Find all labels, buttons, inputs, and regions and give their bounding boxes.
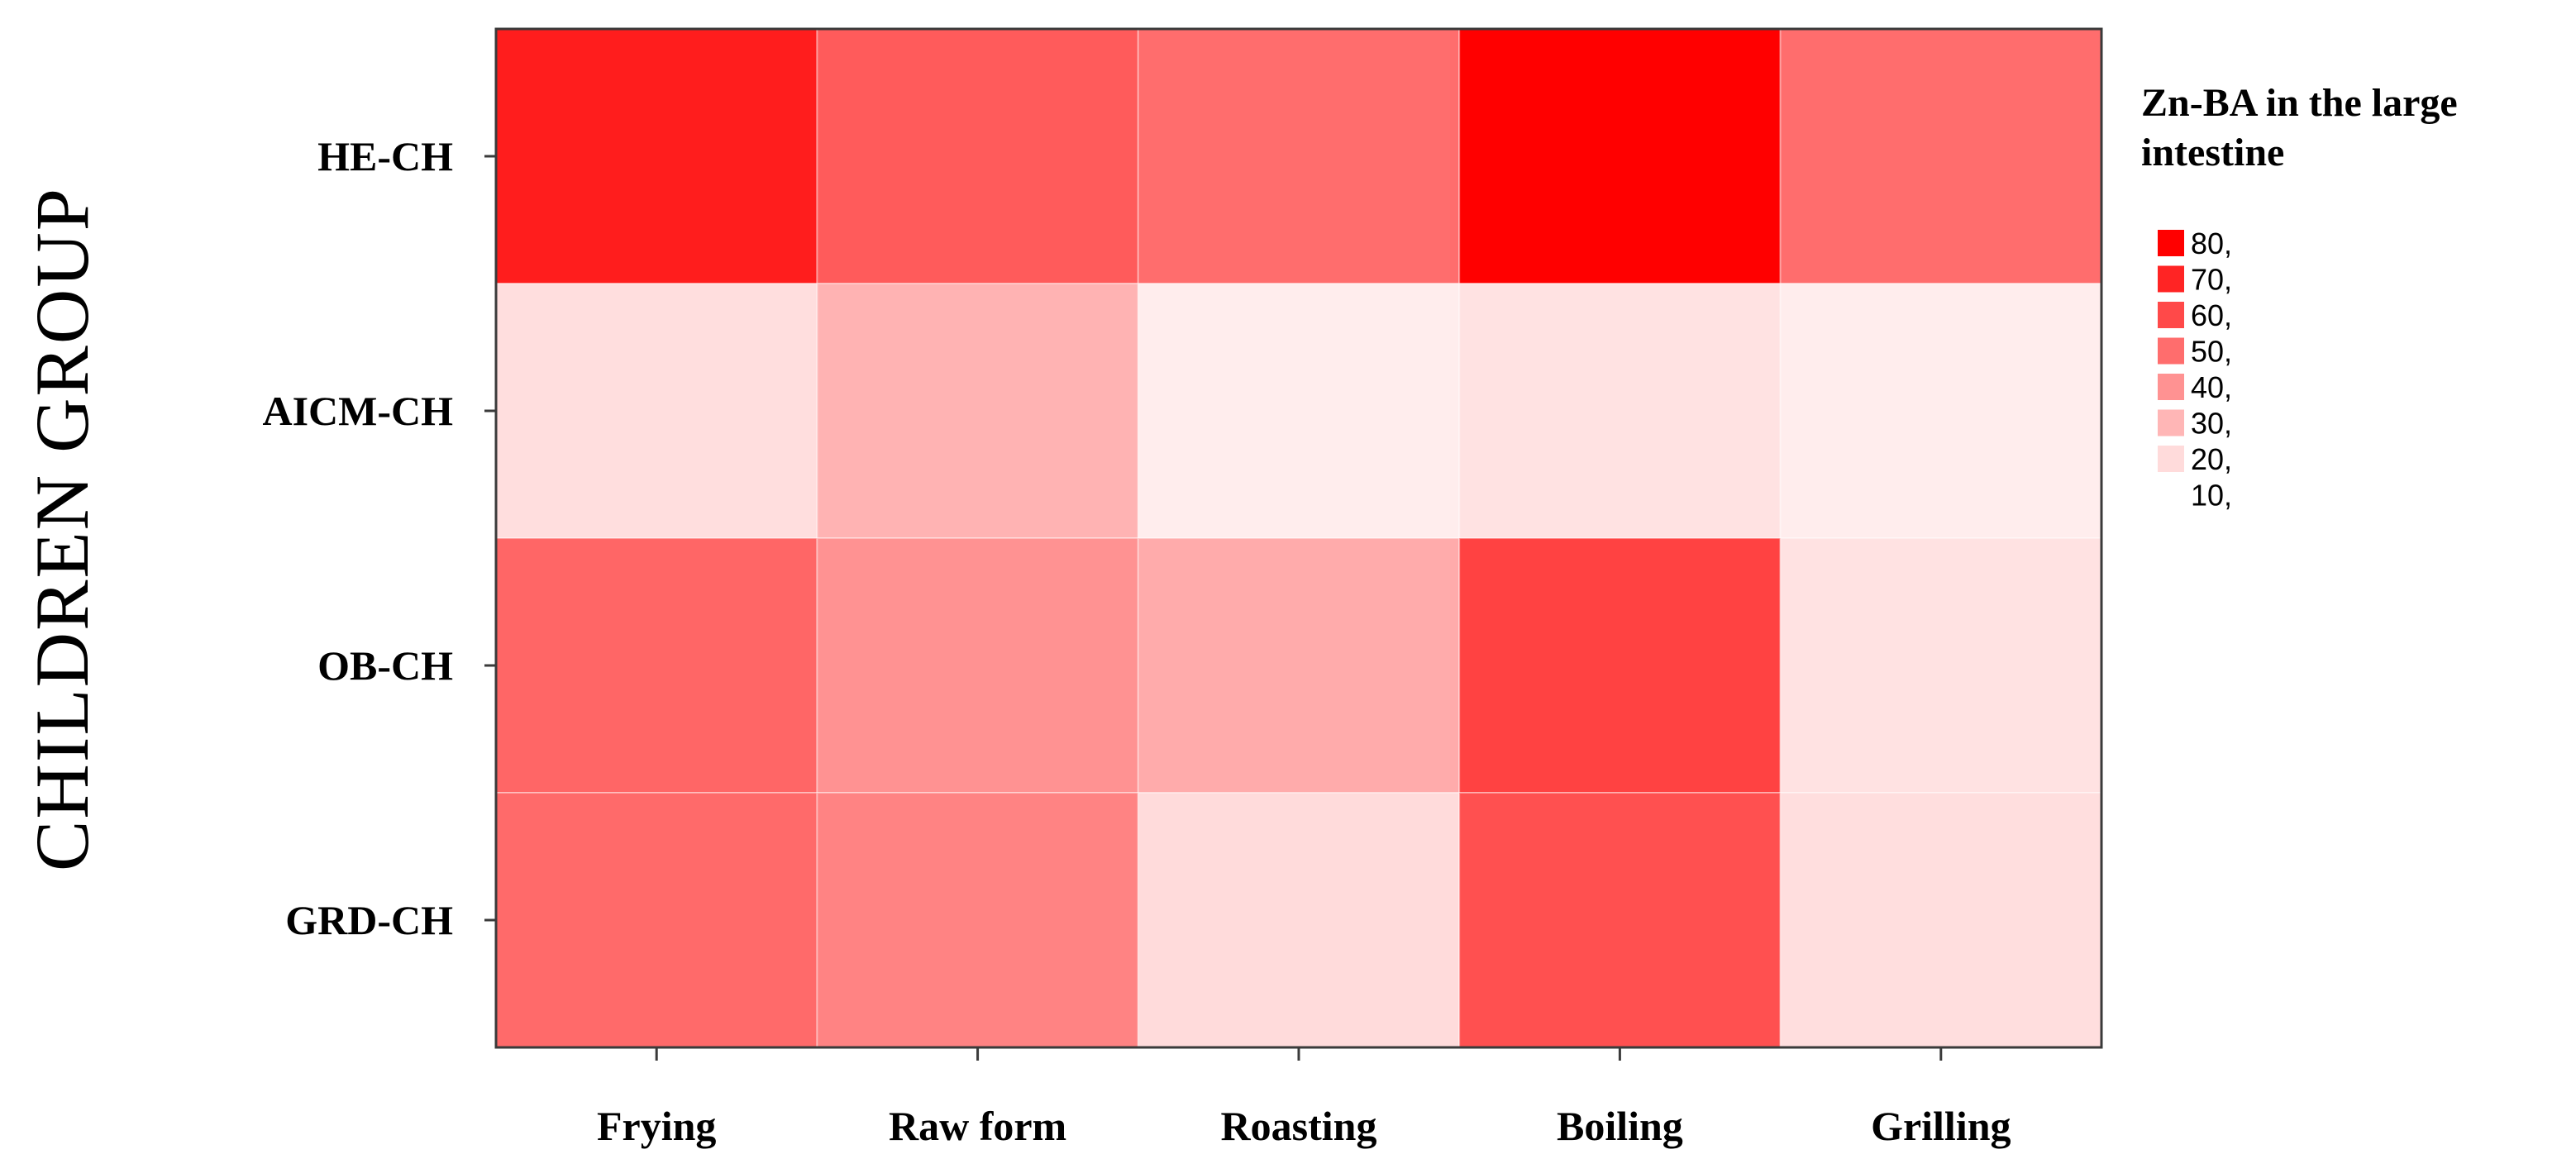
legend-swatch <box>2158 481 2184 508</box>
heatmap-cell-AICM-CH-Roasting <box>1137 283 1461 539</box>
heatmap-cell-HE-CH-Boiling <box>1458 28 1782 284</box>
heatmap-cell-GRD-CH-Roasting <box>1137 792 1461 1048</box>
heatmap-cell-AICM-CH-Frying <box>495 283 818 539</box>
heatmap-cell-OB-CH-Frying <box>495 537 818 794</box>
heatmap-cell-AICM-CH-Boiling <box>1458 283 1782 539</box>
heatmap-cell-HE-CH-Raw form <box>816 28 1139 284</box>
legend: Zn-BA in the large intestine 80,70,60,50,… <box>2141 81 2458 513</box>
x-tick-label: Roasting <box>1221 1103 1377 1149</box>
legend-label: 30, <box>2191 407 2232 441</box>
x-tick-label: Raw form <box>889 1103 1066 1149</box>
x-axis-ticks: Frying Raw form Roasting Boiling Grilling <box>597 1047 2011 1149</box>
heatmap-cell-OB-CH-Boiling <box>1458 537 1782 794</box>
y-tick-label: AICM-CH <box>262 388 453 434</box>
legend-label: 40, <box>2191 370 2232 404</box>
legend-label: 50, <box>2191 335 2232 369</box>
heatmap-cell-HE-CH-Grilling <box>1779 28 2103 284</box>
x-tick-label: Grilling <box>1871 1103 2011 1149</box>
y-axis-title: CHILDREN GROUP <box>20 187 104 871</box>
y-tick-label: GRD-CH <box>285 897 453 943</box>
legend-label: 10, <box>2191 479 2232 513</box>
heatmap-cell-GRD-CH-Raw form <box>816 792 1139 1048</box>
legend-label: 60, <box>2191 298 2232 332</box>
y-tick-label: OB-CH <box>317 642 453 689</box>
heatmap-cell-HE-CH-Frying <box>495 28 818 284</box>
heatmap-cells <box>495 28 2103 1048</box>
heatmap-cell-GRD-CH-Boiling <box>1458 792 1782 1048</box>
legend-title: Zn-BA in the large intestine <box>2141 81 2458 174</box>
legend-label: 70, <box>2191 263 2232 297</box>
x-tick-label: Frying <box>597 1103 716 1149</box>
heatmap-cell-HE-CH-Roasting <box>1137 28 1461 284</box>
legend-entries: 80,70,60,50,40,30,20,10, <box>2158 227 2232 513</box>
legend-swatch <box>2158 302 2184 328</box>
y-axis-ticks: HE-CH AICM-CH OB-CH GRD-CH <box>262 133 496 943</box>
heatmap-cell-GRD-CH-Frying <box>495 792 818 1048</box>
legend-title-line: intestine <box>2141 131 2284 174</box>
legend-label: 80, <box>2191 227 2232 260</box>
legend-swatch <box>2158 374 2184 400</box>
heatmap-cell-OB-CH-Grilling <box>1779 537 2103 794</box>
heatmap-cell-OB-CH-Roasting <box>1137 537 1461 794</box>
heatmap-cell-AICM-CH-Raw form <box>816 283 1139 539</box>
x-tick-label: Boiling <box>1557 1103 1683 1149</box>
heatmap-cell-GRD-CH-Grilling <box>1779 792 2103 1048</box>
legend-swatch <box>2158 230 2184 256</box>
legend-label: 20, <box>2191 442 2232 476</box>
y-tick-label: HE-CH <box>317 133 453 179</box>
heatmap-cell-OB-CH-Raw form <box>816 537 1139 794</box>
legend-swatch <box>2158 446 2184 472</box>
legend-swatch <box>2158 409 2184 436</box>
heatmap-cell-AICM-CH-Grilling <box>1779 283 2103 539</box>
legend-swatch <box>2158 265 2184 293</box>
legend-title-line: Zn-BA in the large <box>2141 81 2458 125</box>
legend-swatch <box>2158 337 2184 365</box>
